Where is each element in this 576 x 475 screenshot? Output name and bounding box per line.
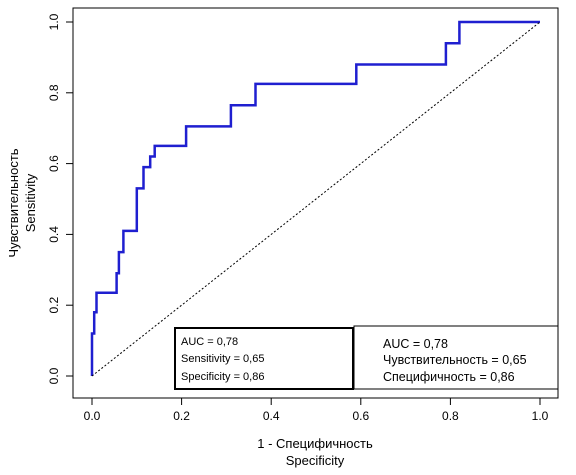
x-axis-title-line1: 1 - Специфичность: [257, 436, 373, 451]
annotation-en-specificity: Specificity = 0,86: [181, 371, 264, 383]
y-tick-label: 0.4: [47, 226, 61, 243]
x-tick-label: 1.0: [532, 409, 549, 423]
annotation-box-english: AUC = 0,78 Sensitivity = 0,65 Specificit…: [174, 327, 354, 390]
annotation-en-auc: AUC = 0,78: [181, 336, 238, 348]
y-axis: 0.0 0.2 0.4 0.6 0.8 1.0: [47, 13, 73, 384]
y-tick-label: 0.6: [47, 155, 61, 172]
y-tick-label: 0.8: [47, 84, 61, 101]
annotation-ru-sensitivity: Чувствительность = 0,65: [383, 353, 527, 367]
annotation-ru-auc: AUC = 0,78: [383, 337, 448, 351]
annotation-box-russian: AUC = 0,78 Чувствительность = 0,65 Специ…: [353, 325, 559, 390]
y-tick-label: 0.2: [47, 297, 61, 314]
y-axis-title-line2: Sensitivity: [23, 173, 38, 232]
annotation-en-sensitivity: Sensitivity = 0,65: [181, 353, 264, 365]
x-axis-title-line2: Specificity: [286, 453, 345, 468]
y-axis-title-line1: Чувствительность: [6, 148, 21, 257]
x-tick-label: 0.8: [442, 409, 459, 423]
plot-frame: [72, 7, 559, 399]
x-tick-label: 0.6: [352, 409, 369, 423]
y-tick-label: 0.0: [47, 367, 61, 384]
x-tick-label: 0.4: [263, 409, 280, 423]
y-tick-label: 1.0: [47, 13, 61, 30]
x-axis: 0.0 0.2 0.4 0.6 0.8 1.0: [84, 398, 549, 423]
series-layer: [90, 20, 541, 377]
annotation-ru-specificity: Специфичность = 0,86: [383, 370, 515, 384]
x-tick-label: 0.0: [84, 409, 101, 423]
x-tick-label: 0.2: [173, 409, 190, 423]
roc-curve-line: [90, 20, 540, 376]
reference-diagonal-line: [91, 21, 541, 377]
